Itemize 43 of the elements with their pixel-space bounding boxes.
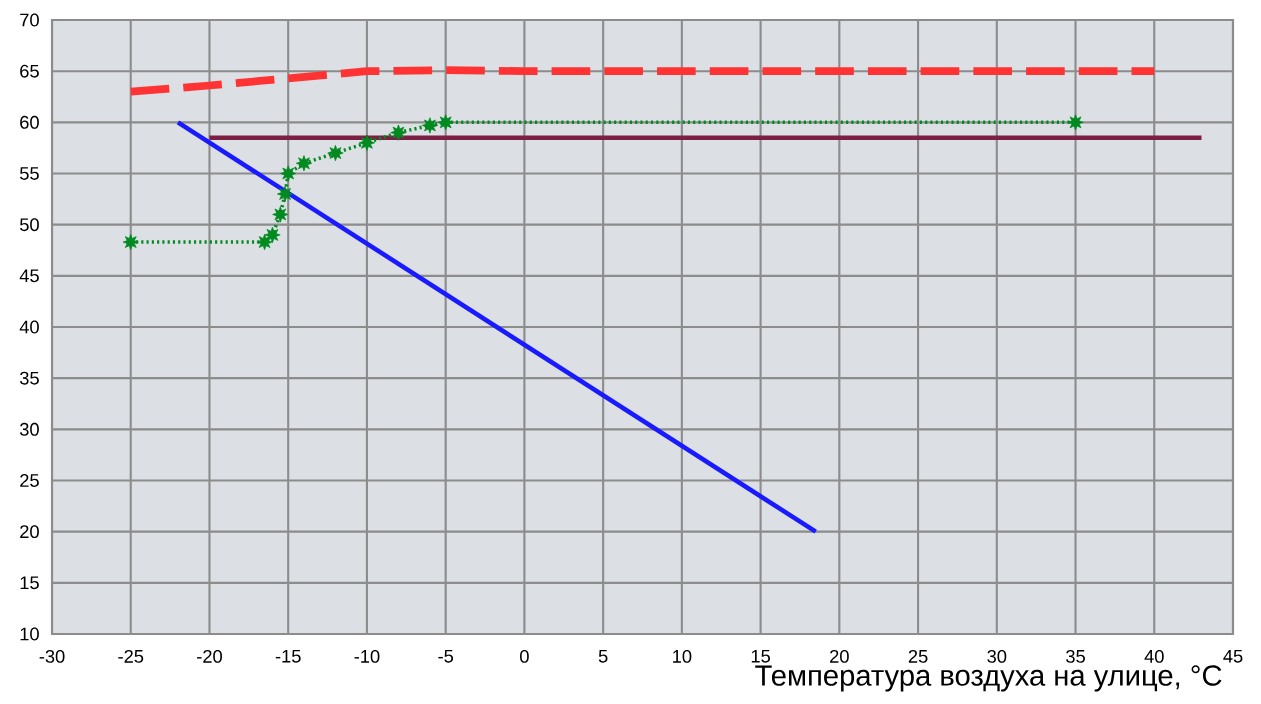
- x-tick-label: 20: [830, 649, 849, 663]
- x-tick-label: 35: [1066, 649, 1085, 663]
- x-tick-label: -20: [197, 649, 222, 663]
- point: [358, 134, 376, 151]
- y-tick-label: 35: [19, 371, 39, 385]
- point: [437, 114, 454, 131]
- x-tick-label: 45: [1223, 649, 1243, 663]
- point: [276, 185, 294, 203]
- y-tick-label: 15: [20, 576, 39, 590]
- y-tick-label: 55: [19, 167, 39, 180]
- x-tick-label: 10: [673, 649, 692, 663]
- y-tick-label: 20: [20, 525, 39, 539]
- x-axis-title: Температура воздуха на улице, °C: [755, 665, 1222, 692]
- y-tick-label: 30: [19, 422, 39, 436]
- x-tick-label: 40: [1144, 649, 1164, 663]
- point: [272, 206, 289, 223]
- point: [1067, 114, 1084, 131]
- x-tick-label: -10: [354, 649, 380, 663]
- point: [295, 155, 313, 172]
- y-tick-label: 10: [20, 627, 39, 641]
- x-tick-label: 15: [751, 649, 771, 663]
- y-tick-label: 50: [19, 218, 39, 232]
- x-tick-label: 30: [987, 649, 1007, 663]
- x-tick-label: -5: [438, 649, 454, 663]
- y-tick-label: 45: [19, 269, 39, 283]
- x-tick-label: 0: [520, 649, 529, 663]
- x-tick-label: -15: [275, 649, 301, 663]
- point: [280, 165, 297, 182]
- point: [256, 234, 273, 251]
- y-tick-label: 40: [19, 320, 39, 334]
- x-tick-label: -30: [39, 649, 65, 663]
- x-tick-label: 5: [598, 649, 608, 663]
- x-tick-label: 25: [908, 649, 928, 663]
- x-tick-label: -25: [118, 649, 144, 663]
- y-tick-label: 65: [20, 64, 39, 78]
- y-tick-label: 70: [20, 13, 39, 27]
- point: [264, 226, 281, 243]
- point: [122, 234, 139, 251]
- point: [390, 124, 407, 141]
- point: [421, 117, 438, 134]
- y-tick-label: 60: [20, 115, 39, 129]
- point: [327, 144, 344, 162]
- y-tick-label: 25: [20, 474, 39, 487]
